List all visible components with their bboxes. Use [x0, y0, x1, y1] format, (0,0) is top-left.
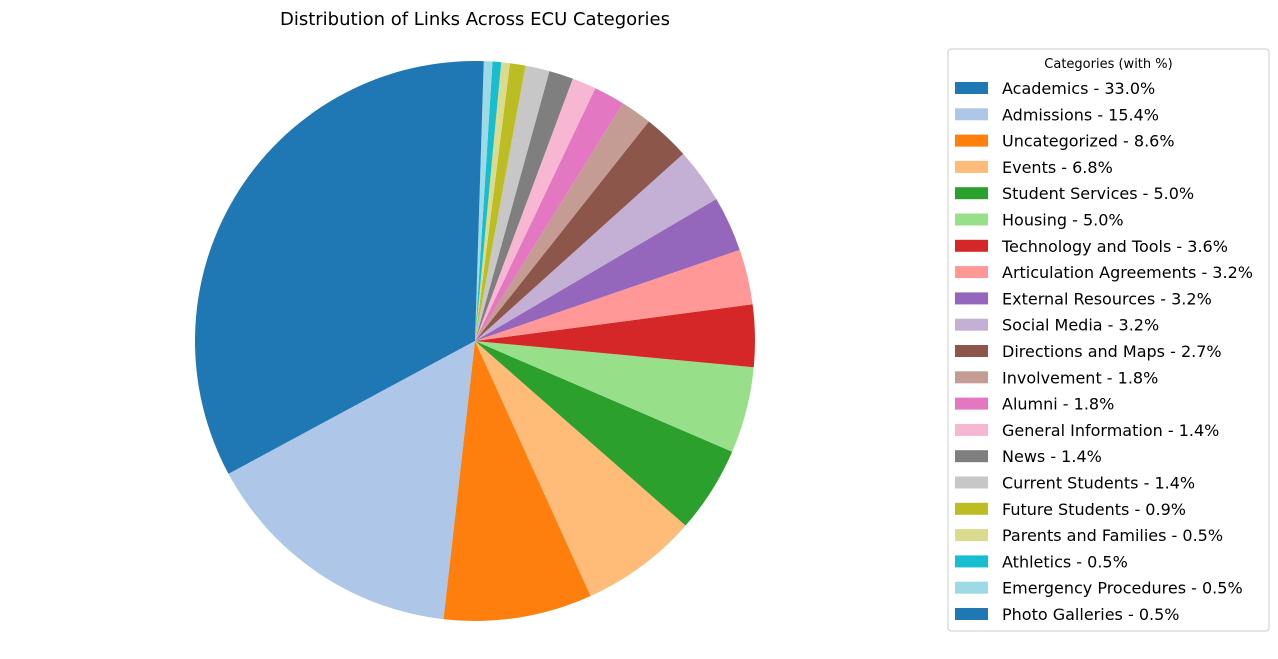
legend-swatch [955, 581, 988, 594]
legend-item: Emergency Procedures - 0.5% [955, 579, 1243, 598]
legend-item: Articulation Agreements - 3.2% [955, 263, 1253, 282]
legend-label: Academics - 33.0% [1002, 79, 1155, 98]
legend-item: External Resources - 3.2% [955, 289, 1212, 308]
legend-items: Academics - 33.0% Admissions - 15.4% Uncat… [955, 79, 1253, 624]
legend-swatch [955, 345, 988, 357]
legend-label: Articulation Agreements - 3.2% [1002, 263, 1253, 282]
pie-slice-admissions [228, 341, 475, 620]
pie-slices [195, 61, 756, 622]
legend-label: Uncategorized - 8.6% [1002, 132, 1175, 151]
legend-label: Photo Galleries - 0.5% [1002, 605, 1179, 624]
pie-slice-involvement [475, 103, 649, 341]
pie-slice-photo-galleries [475, 61, 484, 341]
pie-slice-articulation-agreements [475, 249, 753, 341]
legend-item: News - 1.4% [955, 447, 1102, 466]
pie-slice-athletics [475, 61, 502, 342]
legend-label: Student Services - 5.0% [1002, 184, 1194, 203]
legend-item: General Information - 1.4% [955, 421, 1219, 440]
legend-swatch [955, 529, 988, 542]
legend-item: Involvement - 1.8% [955, 368, 1158, 387]
legend-item: Student Services - 5.0% [955, 184, 1194, 203]
legend-label: News - 1.4% [1002, 447, 1102, 466]
legend: Categories (with %) Academics - 33.0% Adm… [947, 48, 1270, 632]
legend-frame [947, 48, 1270, 632]
legend-swatch [955, 502, 988, 515]
pie-slice-parents-and-families [475, 62, 510, 341]
chart-title: Distribution of Links Across ECU Categor… [280, 9, 670, 30]
legend-label: Current Students - 1.4% [1002, 474, 1195, 493]
legend-item: Current Students - 1.4% [955, 474, 1195, 493]
legend-item: Photo Galleries - 0.5% [955, 605, 1179, 624]
pie-slice-external-resources [475, 198, 740, 341]
pie-slice-housing [475, 341, 754, 452]
legend-label: Social Media - 3.2% [1002, 316, 1159, 335]
legend-label: Parents and Families - 0.5% [1002, 526, 1223, 545]
legend-label: Directions and Maps - 2.7% [1002, 342, 1222, 361]
pie-slice-future-students [475, 63, 526, 341]
legend-swatch [955, 187, 988, 200]
legend-label: Emergency Procedures - 0.5% [1002, 579, 1243, 598]
legend-label: Alumni - 1.8% [1002, 395, 1114, 414]
pie-slice-uncategorized [443, 341, 591, 622]
pie-slice-social-media [475, 153, 717, 341]
legend-swatch [955, 160, 988, 173]
legend-label: Admissions - 15.4% [1002, 105, 1159, 124]
legend-swatch [955, 292, 988, 305]
pie-slice-student-services [475, 341, 733, 526]
legend-swatch [955, 266, 988, 279]
legend-swatch [955, 555, 988, 568]
legend-title: Categories (with %) [1044, 57, 1172, 72]
legend-swatch [955, 371, 988, 384]
legend-item: Directions and Maps - 2.7% [955, 342, 1222, 361]
pie-slice-technology-and-tools [475, 304, 756, 368]
legend-label: External Resources - 3.2% [1002, 289, 1212, 308]
legend-swatch [955, 108, 988, 121]
legend-swatch [955, 476, 988, 489]
legend-item: Admissions - 15.4% [955, 105, 1159, 124]
legend-label: Involvement - 1.8% [1002, 368, 1158, 387]
legend-label: Athletics - 0.5% [1002, 552, 1128, 571]
legend-item: Events - 6.8% [955, 158, 1113, 177]
pie-slice-news [475, 71, 573, 341]
pie-slice-general-information [475, 78, 596, 341]
legend-swatch [955, 239, 988, 252]
legend-item: Parents and Families - 0.5% [955, 526, 1223, 545]
pie-slice-academics [195, 61, 475, 474]
legend-swatch [955, 134, 988, 147]
legend-label: Future Students - 0.9% [1002, 500, 1186, 519]
legend-item: Academics - 33.0% [955, 79, 1155, 98]
legend-swatch [955, 318, 988, 331]
pie-slice-events [475, 341, 686, 597]
legend-item: Uncategorized - 8.6% [955, 132, 1175, 151]
legend-item: Alumni - 1.8% [955, 395, 1114, 414]
pie-slice-current-students [475, 65, 550, 341]
legend-swatch [955, 608, 988, 620]
pie-slice-directions-and-maps [475, 121, 684, 342]
legend-swatch [955, 397, 988, 410]
pie-slice-alumni [475, 88, 624, 341]
legend-label: Technology and Tools - 3.6% [1001, 237, 1228, 256]
legend-item: Future Students - 0.9% [955, 500, 1186, 519]
legend-item: Athletics - 0.5% [955, 552, 1128, 571]
legend-swatch [955, 213, 988, 226]
legend-item: Social Media - 3.2% [955, 316, 1159, 335]
legend-label: Events - 6.8% [1002, 158, 1113, 177]
legend-label: Housing - 5.0% [1002, 211, 1124, 230]
legend-swatch [955, 423, 988, 436]
pie-slice-emergency-procedures [475, 61, 493, 341]
legend-label: General Information - 1.4% [1002, 421, 1219, 440]
legend-item: Technology and Tools - 3.6% [955, 237, 1228, 256]
legend-swatch [955, 450, 988, 463]
legend-item: Housing - 5.0% [955, 211, 1124, 230]
legend-swatch [955, 82, 988, 94]
